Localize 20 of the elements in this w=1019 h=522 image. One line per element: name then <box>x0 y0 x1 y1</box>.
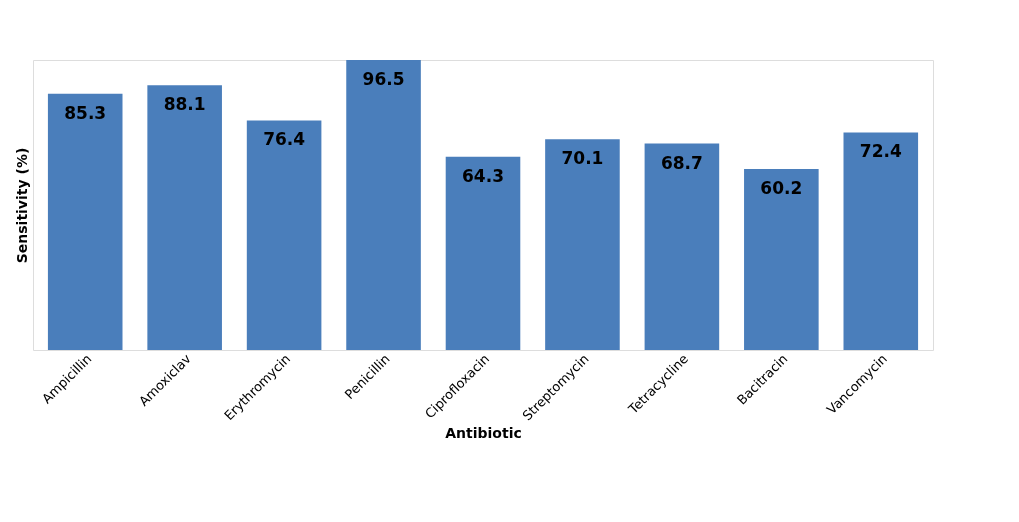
bar <box>843 132 919 350</box>
bar <box>545 139 620 350</box>
data-label: 68.7 <box>660 152 703 173</box>
bar <box>644 143 720 350</box>
bar <box>147 85 222 350</box>
data-label: 64.3 <box>462 165 504 186</box>
data-label: 88.1 <box>163 94 206 115</box>
data-label: 70.1 <box>561 148 604 169</box>
data-label: 60.2 <box>760 178 803 199</box>
bar <box>346 60 421 350</box>
bar <box>246 120 322 350</box>
x-axis-title: Antibiotic <box>445 425 522 442</box>
y-axis-title: Sensitivity (%) <box>13 147 30 264</box>
bar <box>47 93 123 350</box>
bar <box>744 169 819 350</box>
bar <box>445 156 521 350</box>
data-label: 96.5 <box>362 69 405 89</box>
data-label: 72.4 <box>859 141 902 162</box>
data-label: 85.3 <box>64 102 107 123</box>
data-label: 76.4 <box>263 129 306 150</box>
